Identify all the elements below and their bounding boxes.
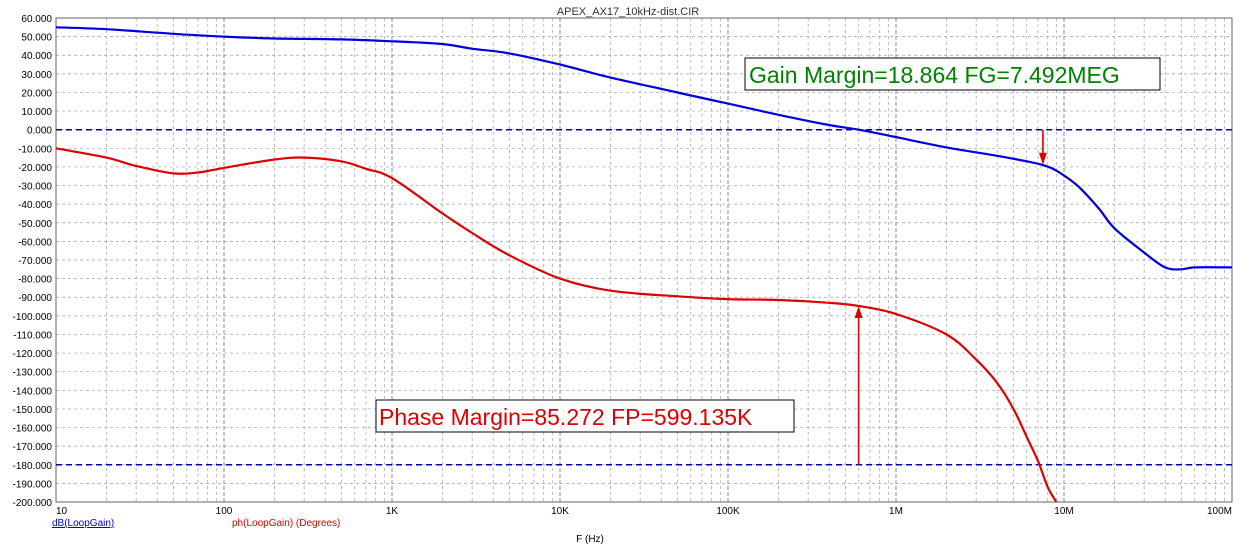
y-tick-label: -150.000 (13, 405, 53, 416)
y-tick-label: 50.000 (21, 33, 52, 44)
y-tick-label: -190.000 (13, 479, 53, 490)
y-tick-label: 60.000 (21, 14, 52, 25)
y-tick-label: -110.000 (13, 330, 52, 341)
x-tick-label: 1K (386, 506, 399, 517)
series-lines (56, 26, 1232, 503)
y-tick-label: -80.000 (18, 275, 52, 286)
gain-margin-label: Gain Margin=18.864 FG=7.492MEG (749, 62, 1120, 88)
y-tick-label: 0.000 (27, 126, 52, 137)
gain-series-line (56, 26, 1232, 271)
y-tick-label: -90.000 (18, 293, 52, 304)
x-axis-ticks: 10 100 1K 10K 100K 1M 10M 100M (56, 506, 1232, 517)
y-tick-label: -10.000 (18, 144, 52, 155)
y-tick-label: -200.000 (13, 498, 53, 509)
phase-margin-label: Phase Margin=85.272 FP=599.135K (379, 404, 753, 430)
x-axis-label: F (Hz) (576, 534, 604, 545)
plot-frame (55, 17, 1233, 503)
legend-gain[interactable]: dB(LoopGain) (52, 518, 114, 529)
y-tick-label: -100.000 (13, 312, 53, 323)
y-tick-label: -60.000 (18, 237, 52, 248)
legend-phase[interactable]: ph(LoopGain) (Degrees) (232, 518, 340, 529)
x-tick-label: 100M (1207, 506, 1232, 517)
y-tick-label: 10.000 (21, 107, 52, 118)
y-tick-label: -70.000 (18, 256, 52, 267)
y-tick-label: -50.000 (18, 219, 52, 230)
y-tick-label: -130.000 (13, 368, 53, 379)
y-tick-label: -160.000 (13, 424, 53, 435)
y-tick-label: -140.000 (13, 386, 53, 397)
y-axis-ticks: 60.000 50.000 40.000 30.000 20.000 10.000 0.00… (13, 14, 53, 509)
y-tick-label: -40.000 (18, 200, 52, 211)
phase-margin-annotation: Phase Margin=85.272 FP=599.135K (375, 399, 795, 433)
y-tick-label: 20.000 (21, 88, 52, 99)
x-tick-label: 10 (56, 506, 68, 517)
x-tick-label: 100K (716, 506, 740, 517)
annotation-arrows (854, 129, 1047, 465)
phase-margin-box (375, 399, 795, 433)
x-tick-label: 1M (889, 506, 903, 517)
chart-title: APEX_AX17_10kHz-dist.CIR (557, 6, 700, 18)
gain-margin-annotation: Gain Margin=18.864 FG=7.492MEG (744, 57, 1161, 91)
gain-margin-box (744, 57, 1161, 91)
y-tick-label: -180.000 (13, 461, 53, 472)
x-tick-label: 10M (1054, 506, 1073, 517)
y-tick-label: -20.000 (18, 163, 52, 174)
y-tick-label: -120.000 (13, 349, 53, 360)
phase-margin-arrow-head (854, 306, 863, 319)
x-tick-label: 10K (551, 506, 569, 517)
y-tick-label: -170.000 (13, 442, 53, 453)
gain-margin-arrow-head (1038, 152, 1047, 165)
x-tick-label: 100 (216, 506, 233, 517)
y-tick-label: 30.000 (21, 70, 52, 81)
y-tick-label: 40.000 (21, 51, 52, 62)
reference-lines (56, 128, 1232, 466)
phase-series-line (56, 147, 1058, 503)
y-tick-label: -30.000 (18, 182, 52, 193)
